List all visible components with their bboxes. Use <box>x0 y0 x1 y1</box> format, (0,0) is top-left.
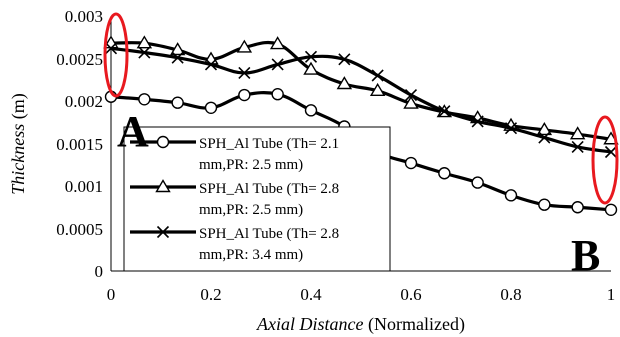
data-point-x <box>504 122 518 135</box>
data-point-x <box>238 66 251 80</box>
data-point-triangle <box>336 76 353 90</box>
data-point-circle <box>404 156 418 170</box>
series-line <box>110 40 612 141</box>
data-point-circle <box>504 189 518 202</box>
data-point-triangle <box>303 61 319 75</box>
data-point-x <box>304 50 318 63</box>
data-point-x <box>271 58 284 71</box>
data-point-triangle <box>136 35 153 49</box>
legend-marker-triangle <box>155 179 171 193</box>
x-axis-title: Axial Distance (Normalized) <box>256 314 465 335</box>
highlight-ellipse-b <box>591 115 619 205</box>
data-point-circle <box>571 201 584 214</box>
data-point-triangle <box>236 39 253 53</box>
data-point-x <box>371 69 384 82</box>
y-axis-title-italic: Thickness <box>8 124 28 195</box>
annotation-a: A <box>117 107 149 156</box>
highlight-ellipse-a <box>103 12 129 98</box>
x-tick-label: 0.4 <box>300 285 322 304</box>
data-point-x <box>171 51 184 64</box>
y-tick-label: 0.003 <box>65 7 103 26</box>
x-tick-label: 0.2 <box>200 285 221 304</box>
data-point-x <box>438 105 451 118</box>
data-point-triangle <box>269 36 286 50</box>
data-point-x <box>471 115 484 128</box>
data-point-circle <box>604 203 618 217</box>
x-tick-labels: 0 0.2 0.4 0.6 0.8 1 <box>107 285 616 304</box>
y-tick-label: 0.0025 <box>56 50 103 69</box>
x-tick-label: 0.6 <box>400 285 421 304</box>
series-line <box>110 46 612 154</box>
x-tick-label: 0.8 <box>500 285 521 304</box>
data-point-circle <box>171 96 184 109</box>
data-point-triangle <box>169 42 186 56</box>
x-axis-title-rest: (Normalized) <box>364 314 465 335</box>
data-point-circle <box>138 93 151 106</box>
y-tick-labels: 0 0.0005 0.001 0.0015 0.002 0.0025 0.003 <box>56 7 103 281</box>
data-point-circle <box>271 87 284 101</box>
legend-box <box>123 126 391 272</box>
y-axis-title: Thickness (m) <box>8 93 29 195</box>
legend-marker-x <box>156 225 170 239</box>
y-tick-label: 0 <box>95 262 104 281</box>
y-tick-label: 0.001 <box>65 177 103 196</box>
data-point-triangle <box>403 95 419 109</box>
x-tick-label: 1 <box>607 285 616 304</box>
legend-entry: SPH_Al Tube (Th= 2.1 mm,PR: 2.5 mm) <box>130 135 339 173</box>
legend-label-line2: mm,PR: 2.5 mm) <box>199 202 303 218</box>
data-point-x <box>104 42 118 55</box>
data-point-x <box>138 46 151 59</box>
data-point-x <box>538 131 551 144</box>
data-point-x <box>604 145 618 159</box>
data-point-x <box>571 140 584 153</box>
x-tick-label: 0 <box>107 285 116 304</box>
data-point-triangle <box>536 122 553 136</box>
legend-label-line1: SPH_Al Tube (Th= 2.1 <box>199 136 339 152</box>
y-tick-label: 0.002 <box>65 92 103 111</box>
y-axis-title-rest: (m) <box>8 93 29 124</box>
data-point-circle <box>238 88 251 102</box>
y-tick-label: 0.0015 <box>56 135 103 154</box>
legend-label-line2: mm,PR: 2.5 mm) <box>199 157 303 173</box>
data-point-x <box>404 88 418 102</box>
legend-label-line2: mm,PR: 3.4 mm) <box>199 247 303 263</box>
data-point-x <box>204 58 218 71</box>
data-point-circle <box>204 101 218 115</box>
legend-marker-circle <box>156 135 170 149</box>
data-point-circle <box>538 198 551 211</box>
data-point-circle <box>304 104 318 117</box>
data-point-x <box>338 53 351 66</box>
data-point-triangle <box>569 126 586 140</box>
data-point-circle <box>471 176 484 189</box>
legend-entry: SPH_Al Tube (Th= 2.8 mm,PR: 2.5 mm) <box>130 179 339 218</box>
legend: SPH_Al Tube (Th= 2.1 mm,PR: 2.5 mm) SPH_… <box>123 126 391 272</box>
data-point-triangle <box>369 82 386 96</box>
annotation-b: B <box>571 231 600 280</box>
legend-label-line1: SPH_Al Tube (Th= 2.8 <box>199 181 339 197</box>
data-point-circle <box>438 167 451 180</box>
legend-entry: SPH_Al Tube (Th= 2.8 mm,PR: 3.4 mm) <box>130 225 339 263</box>
x-axis-title-italic: Axial Distance <box>256 314 363 334</box>
y-tick-label: 0.0005 <box>56 220 103 239</box>
legend-label-line1: SPH_Al Tube (Th= 2.8 <box>199 226 339 242</box>
